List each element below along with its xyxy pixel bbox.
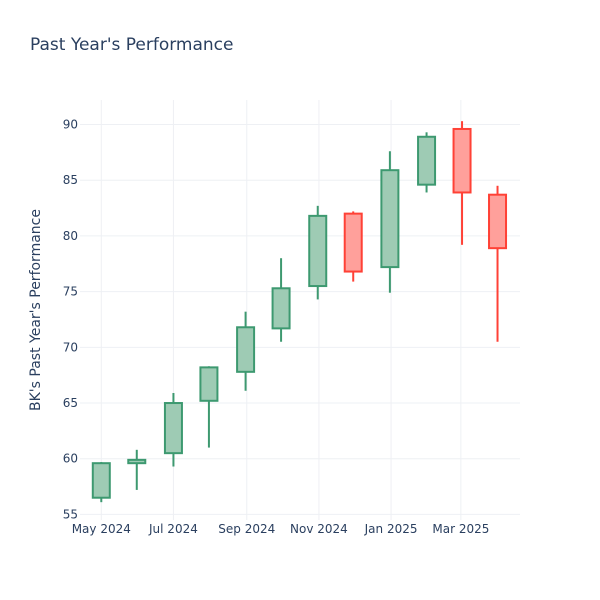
y-axis-ticks: 55 60 65 70 75 80 85 90 [63, 118, 78, 522]
y-tick-label: 85 [63, 173, 78, 187]
x-tick-label: May 2024 [72, 522, 131, 536]
x-tick-label: Jul 2024 [148, 522, 198, 536]
x-tick-label: Sep 2024 [218, 522, 275, 536]
candle-body [127, 458, 147, 465]
candle-decreasing [343, 211, 363, 282]
candle-decreasing [452, 121, 472, 245]
candle-body [343, 212, 363, 273]
candle-increasing [199, 366, 219, 448]
candle-increasing [91, 462, 111, 503]
y-tick-label: 80 [63, 229, 78, 243]
candle-increasing [236, 311, 256, 391]
candle-increasing [417, 132, 437, 193]
candle-decreasing [488, 185, 508, 342]
candle-increasing [271, 258, 291, 342]
candle-increasing [308, 205, 328, 300]
candle-body [271, 287, 291, 330]
candle-body [236, 326, 256, 373]
candle-body [91, 462, 111, 499]
y-tick-label: 60 [63, 452, 78, 466]
y-tick-label: 90 [63, 118, 78, 132]
y-tick-label: 70 [63, 340, 78, 354]
candle-body [417, 135, 437, 186]
grid [80, 100, 520, 520]
chart-title: Past Year's Performance [30, 35, 234, 55]
y-tick-label: 65 [63, 396, 78, 410]
x-tick-label: Mar 2025 [432, 522, 489, 536]
candle-body [452, 127, 472, 194]
y-axis-title: BK's Past Year's Performance [28, 209, 44, 411]
x-axis-ticks: May 2024 Jul 2024 Sep 2024 Nov 2024 Jan 2025… [72, 522, 490, 536]
x-tick-label: Nov 2024 [290, 522, 348, 536]
x-tick-label: Jan 2025 [364, 522, 418, 536]
candle-body [308, 214, 328, 288]
y-tick-label: 55 [63, 507, 78, 521]
candle-body [199, 366, 219, 402]
candle-body [488, 193, 508, 250]
candle-body [163, 402, 183, 455]
candle-increasing [127, 449, 147, 490]
candle-body [380, 169, 400, 269]
y-tick-label: 75 [63, 285, 78, 299]
candles [91, 121, 508, 503]
candle-increasing [163, 392, 183, 467]
candle-increasing [380, 151, 400, 293]
